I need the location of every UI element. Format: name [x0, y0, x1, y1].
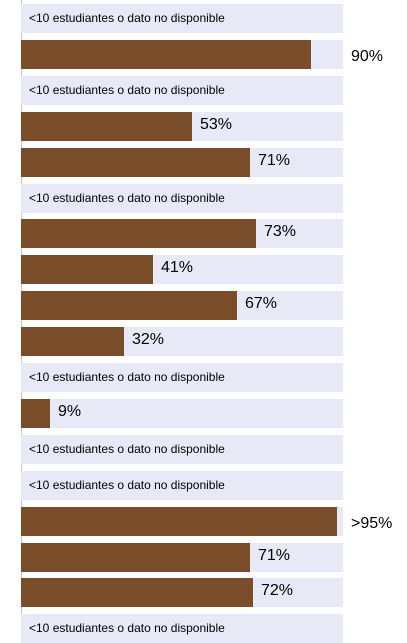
bar	[21, 399, 50, 428]
value-label: 53%	[200, 116, 233, 133]
value-label: 73%	[264, 223, 297, 240]
bar	[21, 507, 337, 536]
value-label: 67%	[245, 295, 278, 312]
bar	[21, 148, 250, 177]
value-label: 32%	[132, 331, 165, 348]
no-data-label: <10 estudiantes o dato no disponible	[29, 478, 225, 492]
bar-track	[21, 399, 343, 428]
value-label: 72%	[261, 582, 294, 599]
bar	[21, 40, 311, 69]
axis-line	[21, 0, 22, 641]
no-data-label: <10 estudiantes o dato no disponible	[29, 11, 225, 25]
bar-track	[21, 184, 343, 213]
bar	[21, 543, 250, 572]
bar	[21, 112, 192, 141]
bar	[21, 255, 153, 284]
bar	[21, 327, 124, 356]
bar-track	[21, 76, 343, 105]
bar	[21, 291, 237, 320]
bar-track	[21, 363, 343, 392]
bar	[21, 578, 253, 607]
value-label: 90%	[351, 48, 384, 65]
value-label: 71%	[258, 152, 291, 169]
no-data-label: <10 estudiantes o dato no disponible	[29, 442, 225, 456]
no-data-label: <10 estudiantes o dato no disponible	[29, 191, 225, 205]
no-data-label: <10 estudiantes o dato no disponible	[29, 621, 225, 635]
bar-track	[21, 4, 343, 33]
value-label: 9%	[58, 403, 82, 420]
no-data-label: <10 estudiantes o dato no disponible	[29, 83, 225, 97]
no-data-label: <10 estudiantes o dato no disponible	[29, 370, 225, 384]
value-label: 41%	[161, 259, 194, 276]
bar-track	[21, 614, 343, 643]
value-label: >95%	[351, 515, 393, 532]
bar	[21, 219, 256, 248]
bar-track	[21, 471, 343, 500]
value-label: 71%	[258, 547, 291, 564]
bar-track	[21, 435, 343, 464]
